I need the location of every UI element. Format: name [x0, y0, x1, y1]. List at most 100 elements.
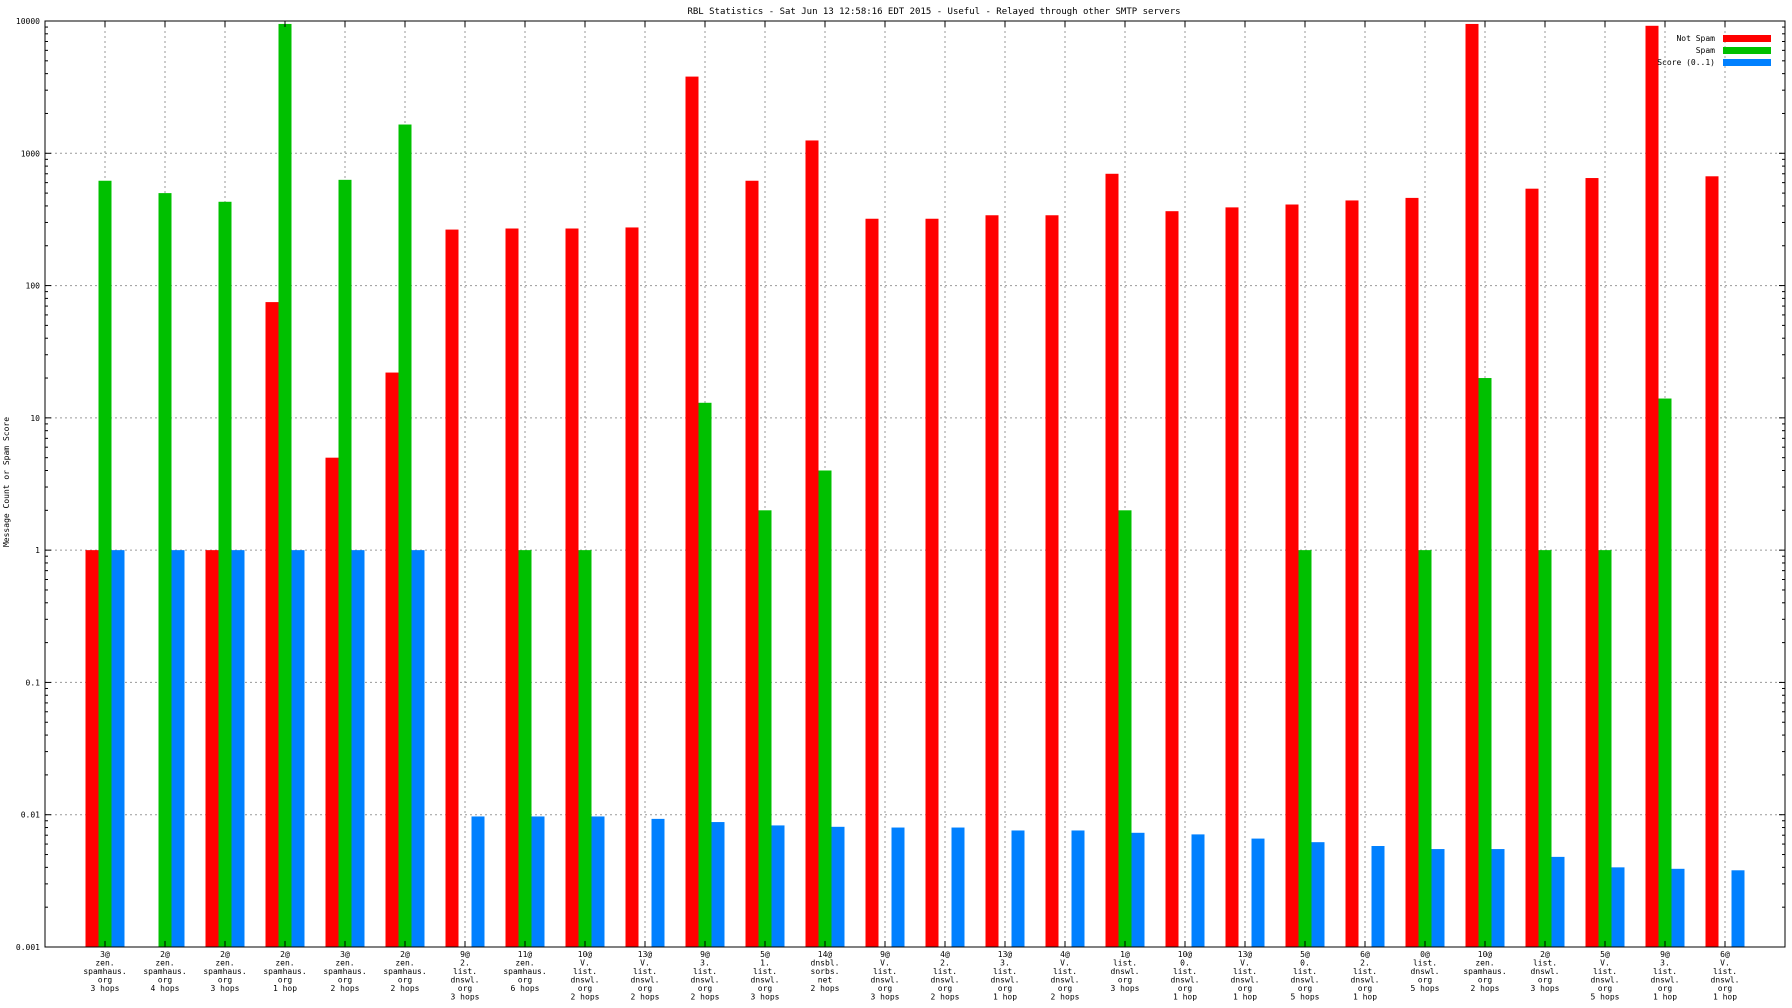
x-tick-label: 14@ dnsbl. sorbs. net 2 hops: [811, 950, 840, 993]
y-tick-label: 100: [26, 282, 41, 291]
x-tick-label-line: 2 hops: [811, 984, 840, 993]
bar-not-spam: [205, 550, 219, 947]
bar-spam: [578, 550, 592, 947]
bar-score-0-1: [1731, 870, 1745, 947]
x-tick-label-line: zen.: [155, 959, 174, 968]
x-tick-label-line: 2@: [220, 950, 230, 959]
bar-score-0-1: [591, 816, 605, 947]
x-tick-label: 13@ 3. list. dnswl. org 1 hop: [991, 950, 1020, 1002]
y-tick-label: 10000: [16, 17, 40, 26]
y-tick-label: 0.01: [21, 811, 40, 820]
bar-spam: [1118, 510, 1132, 947]
bars-layer: [85, 23, 1745, 948]
x-tick-label-line: zen.: [215, 959, 234, 968]
x-tick-label-line: zen.: [95, 959, 114, 968]
x-tick-label-line: dnswl.: [1591, 976, 1620, 985]
x-tick-label-line: list.: [1173, 967, 1197, 976]
x-tick-label-line: dnswl.: [571, 976, 600, 985]
x-tick-label-line: org: [1658, 984, 1673, 993]
x-tick-label: 5@ V. list. dnswl. org 5 hops: [1591, 950, 1620, 1002]
x-tick-label-line: 4 hops: [151, 984, 180, 993]
x-tick-label: 9@ V. list. dnswl. org 3 hops: [871, 950, 900, 1002]
x-tick-label-line: spamhaus.: [143, 967, 186, 976]
x-tick-label-line: list.: [1413, 959, 1437, 968]
bar-score-0-1: [1551, 856, 1565, 947]
x-tick-label-line: list.: [1593, 967, 1617, 976]
x-tick-label-line: 1 hop: [1233, 993, 1257, 1002]
x-tick-label-line: 1 hop: [273, 984, 297, 993]
x-tick-label-line: 2 hops: [691, 993, 720, 1002]
x-tick-label-line: 1 hop: [1353, 993, 1377, 1002]
x-tick-label-line: net: [818, 976, 833, 985]
x-tick-label-line: 0.: [1180, 959, 1190, 968]
x-tick-label-line: 2 hops: [631, 993, 660, 1002]
x-tick-label-line: V.: [880, 959, 890, 968]
x-tick-label-line: dnswl.: [751, 976, 780, 985]
x-tick-label-line: org: [1118, 976, 1133, 985]
plot-frame: [44, 20, 1786, 948]
x-tick-label-line: dnswl.: [931, 976, 960, 985]
x-tick-label-line: list.: [633, 967, 657, 976]
x-tick-label-line: sorbs.: [811, 967, 840, 976]
x-tick-label-line: 5@: [1600, 950, 1610, 959]
x-tick-label-line: list.: [693, 967, 717, 976]
x-tick-label: 0@ list. dnswl. org 5 hops: [1411, 950, 1440, 993]
x-tick-label-line: 2@: [400, 950, 410, 959]
bar-score-0-1: [291, 550, 305, 947]
x-tick-label-line: 6@: [1360, 950, 1370, 959]
x-tick-label-line: 5 hops: [1411, 984, 1440, 993]
bar-not-spam: [385, 372, 399, 947]
legend-swatch: [1723, 35, 1771, 42]
x-tick-label-line: 1.: [760, 959, 770, 968]
x-tick-label-line: 5 hops: [1291, 993, 1320, 1002]
x-tick-label-line: list.: [453, 967, 477, 976]
x-tick-label-line: 10@: [1478, 950, 1493, 959]
x-tick-label-line: 14@: [818, 950, 833, 959]
x-tick-label-line: 1 hop: [1713, 993, 1737, 1002]
bar-not-spam: [1705, 176, 1719, 948]
x-tick-label: 4@ V. list. dnswl. org 2 hops: [1051, 950, 1080, 1002]
x-tick-label-line: 2 hops: [931, 993, 960, 1002]
bar-score-0-1: [891, 827, 905, 947]
bar-not-spam: [745, 180, 759, 947]
x-tick-label: 3@ zen. spamhaus. org 3 hops: [83, 950, 126, 993]
x-tick-label-line: 10@: [578, 950, 593, 959]
bar-score-0-1: [1431, 849, 1445, 947]
x-tick-label-line: org: [1178, 984, 1193, 993]
x-tick-label: 6@ 2. list. dnswl. org 1 hop: [1351, 950, 1380, 1002]
bar-not-spam: [1285, 204, 1299, 947]
x-tick-label: 11@ zen. spamhaus. org 6 hops: [503, 950, 546, 993]
x-tick-label-line: list.: [753, 967, 777, 976]
x-tick-label-line: 2@: [1540, 950, 1550, 959]
x-tick-label-line: org: [938, 984, 953, 993]
bar-score-0-1: [1371, 846, 1385, 947]
x-tick-label-line: dnswl.: [1651, 976, 1680, 985]
x-tick-label-line: org: [1238, 984, 1253, 993]
x-tick-label-line: 3 hops: [91, 984, 120, 993]
x-tick-label-line: org: [1058, 984, 1073, 993]
x-tick-label-line: org: [998, 984, 1013, 993]
bar-not-spam: [1105, 173, 1119, 947]
bar-spam: [278, 23, 292, 948]
bar-score-0-1: [531, 816, 545, 947]
y-axis-label: Message Count or Spam Score: [2, 417, 11, 547]
x-tick-label: 3@ zen. spamhaus. org 2 hops: [323, 950, 366, 993]
x-tick-label-line: zen.: [395, 959, 414, 968]
bar-score-0-1: [171, 550, 185, 947]
x-tick-label-line: spamhaus.: [383, 967, 426, 976]
x-tick-label-line: 2 hops: [391, 984, 420, 993]
x-tick-label-line: 1 hop: [993, 993, 1017, 1002]
x-tick-label-line: 5@: [760, 950, 770, 959]
x-tick-label-line: 2@: [280, 950, 290, 959]
x-tick-label: 9@ 2. list. dnswl. org 3 hops: [451, 950, 480, 1002]
x-tick-label-line: 9@: [1660, 950, 1670, 959]
bar-score-0-1: [351, 550, 365, 947]
bar-spam: [758, 510, 772, 947]
x-tick-label-line: org: [458, 984, 473, 993]
x-tick-label-line: 2 hops: [1051, 993, 1080, 1002]
x-tick-label-line: spamhaus.: [83, 967, 126, 976]
x-tick-label-line: 3 hops: [1111, 984, 1140, 993]
x-tick-label-line: 2.: [460, 959, 470, 968]
